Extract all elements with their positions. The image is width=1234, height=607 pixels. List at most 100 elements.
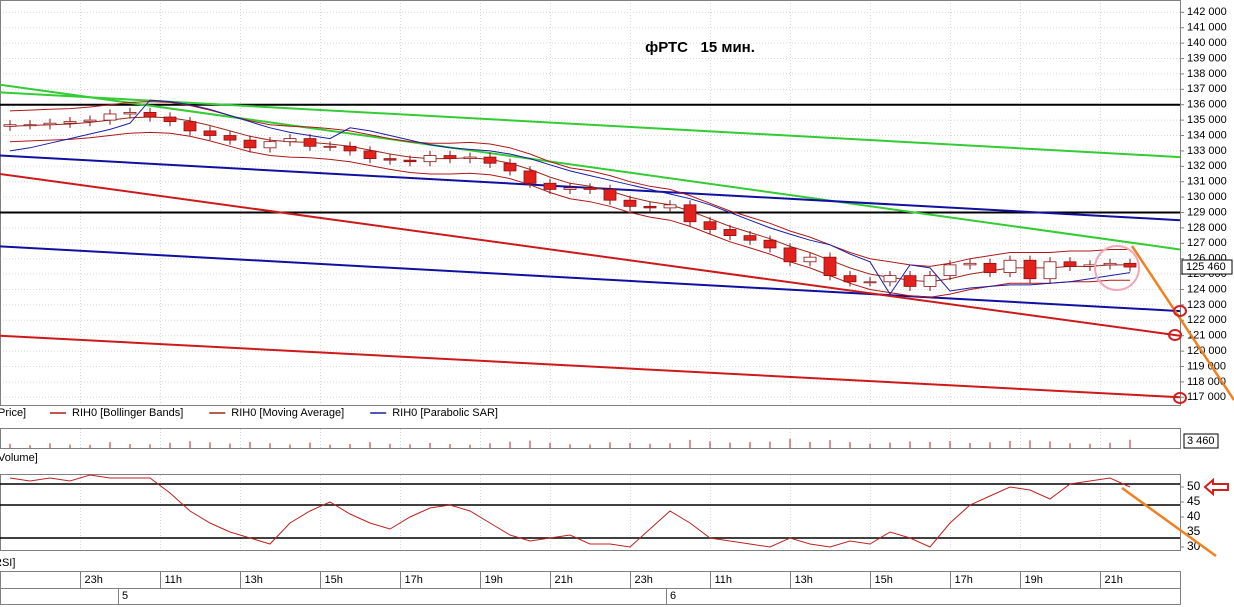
candle-body bbox=[1003, 259, 1017, 273]
date-row bbox=[0, 588, 1181, 605]
y-tick-label: 50 bbox=[1187, 479, 1201, 493]
highlight-circle bbox=[1094, 245, 1140, 291]
y-tick-label: 128 000 bbox=[1187, 222, 1227, 234]
last-volume-box bbox=[1183, 433, 1219, 449]
y-tick-label: 124 000 bbox=[1187, 283, 1227, 295]
legend-label: RIH0 [Parabolic SAR] bbox=[392, 407, 498, 419]
trend-line bbox=[0, 173, 1181, 337]
y-tick-label: 133 000 bbox=[1187, 145, 1227, 157]
candle-body bbox=[783, 247, 797, 263]
candle-body bbox=[123, 112, 137, 115]
y-tick-label: 139 000 bbox=[1187, 52, 1227, 64]
y-tick-label: 40 bbox=[1187, 509, 1201, 523]
x-tick-label: 17h bbox=[405, 574, 423, 586]
legend-price: Price] bbox=[0, 407, 26, 419]
y-tick-label: 131 000 bbox=[1187, 176, 1227, 188]
candle-body bbox=[443, 155, 457, 160]
candle-body bbox=[823, 256, 837, 277]
rsi-panel bbox=[0, 474, 1181, 551]
trend-line bbox=[0, 91, 1181, 159]
candle-body bbox=[223, 135, 237, 141]
x-tick-label: 13h bbox=[245, 574, 263, 586]
target-mark bbox=[1173, 392, 1187, 404]
candle-body bbox=[423, 155, 437, 163]
volume-panel bbox=[0, 428, 1181, 449]
candle-body bbox=[63, 121, 77, 124]
target-mark bbox=[1173, 305, 1187, 317]
y-tick-label: 137 000 bbox=[1187, 83, 1227, 95]
x-tick-label: 23h bbox=[635, 574, 653, 586]
candle-body bbox=[1103, 262, 1117, 266]
legend-label: RIH0 [Bollinger Bands] bbox=[72, 407, 183, 419]
candle-body bbox=[863, 281, 877, 284]
y-tick-label: 129 000 bbox=[1187, 206, 1227, 218]
candle-body bbox=[183, 121, 197, 132]
level-arrow bbox=[1203, 477, 1229, 497]
candle-body bbox=[523, 170, 537, 184]
y-tick-label: 120 000 bbox=[1187, 345, 1227, 357]
candle-body bbox=[703, 221, 717, 230]
candle-body bbox=[163, 116, 177, 123]
candle-body bbox=[503, 162, 517, 172]
candle-body bbox=[103, 113, 117, 121]
forecast-arrow bbox=[1121, 486, 1217, 558]
candle-body bbox=[603, 189, 617, 201]
x-tick-label: 21h bbox=[555, 574, 573, 586]
candle-body bbox=[483, 156, 497, 164]
candle-body bbox=[463, 156, 477, 160]
candle-body bbox=[663, 204, 677, 209]
candle-body bbox=[563, 187, 577, 190]
target-mark bbox=[1168, 329, 1182, 341]
x-tick-label: 15h bbox=[875, 574, 893, 586]
candle-body bbox=[23, 124, 37, 127]
candle-body bbox=[363, 150, 377, 160]
candle-body bbox=[243, 139, 257, 149]
candle-body bbox=[83, 119, 97, 123]
trend-line bbox=[0, 245, 1181, 313]
candle-body bbox=[803, 256, 817, 263]
annotations bbox=[1094, 245, 1234, 558]
candle-body bbox=[303, 138, 317, 147]
candle-body bbox=[43, 122, 57, 126]
candle-body bbox=[143, 112, 157, 118]
date-label: 5 bbox=[122, 590, 128, 602]
y-tick-label: 45 bbox=[1187, 494, 1201, 508]
candle-body bbox=[543, 182, 557, 190]
y-tick-label: 138 000 bbox=[1187, 68, 1227, 80]
candle-body bbox=[323, 145, 337, 148]
y-tick-label: 132 000 bbox=[1187, 160, 1227, 172]
x-tick-label: 19h bbox=[1025, 574, 1043, 586]
candle-body bbox=[403, 159, 417, 163]
candle-body bbox=[1043, 261, 1057, 280]
y-tick-label: 117 000 bbox=[1187, 391, 1226, 403]
last-volume-label: 3 460 bbox=[1187, 435, 1215, 447]
y-tick-label: 118 000 bbox=[1187, 376, 1226, 388]
bollinger-upper bbox=[9, 101, 1130, 267]
rsi-line bbox=[9, 474, 1131, 548]
candle-body bbox=[203, 130, 217, 136]
candle-body bbox=[1023, 259, 1037, 280]
candle-body bbox=[263, 141, 277, 149]
x-tick-label: 15h bbox=[325, 574, 343, 586]
x-tick-label: 11h bbox=[715, 574, 733, 586]
rsi-title: RSI] bbox=[0, 557, 15, 569]
x-tick-label: 11h bbox=[165, 574, 183, 586]
y-tick-label: 127 000 bbox=[1187, 237, 1227, 249]
y-tick-label: 134 000 bbox=[1187, 129, 1227, 141]
bollinger-lower bbox=[9, 131, 1130, 298]
candle-body bbox=[963, 262, 977, 266]
candle-body bbox=[883, 275, 897, 283]
plot: 142 000 141 000 140 000 139 000 138 000 137 0… bbox=[0, 6, 1233, 602]
trend-line bbox=[0, 83, 1181, 251]
candle-body bbox=[903, 275, 917, 287]
candle-body bbox=[643, 205, 657, 209]
legend-label: RIH0 [Moving Average] bbox=[231, 407, 344, 419]
candle-body bbox=[983, 262, 997, 273]
date-label: 6 bbox=[670, 590, 676, 602]
candle-body bbox=[743, 235, 757, 241]
x-tick-label: 21h bbox=[1105, 574, 1123, 586]
y-tick-label: 35 bbox=[1187, 524, 1201, 538]
indicator-line bbox=[9, 99, 1131, 296]
candle-body bbox=[1063, 261, 1077, 267]
